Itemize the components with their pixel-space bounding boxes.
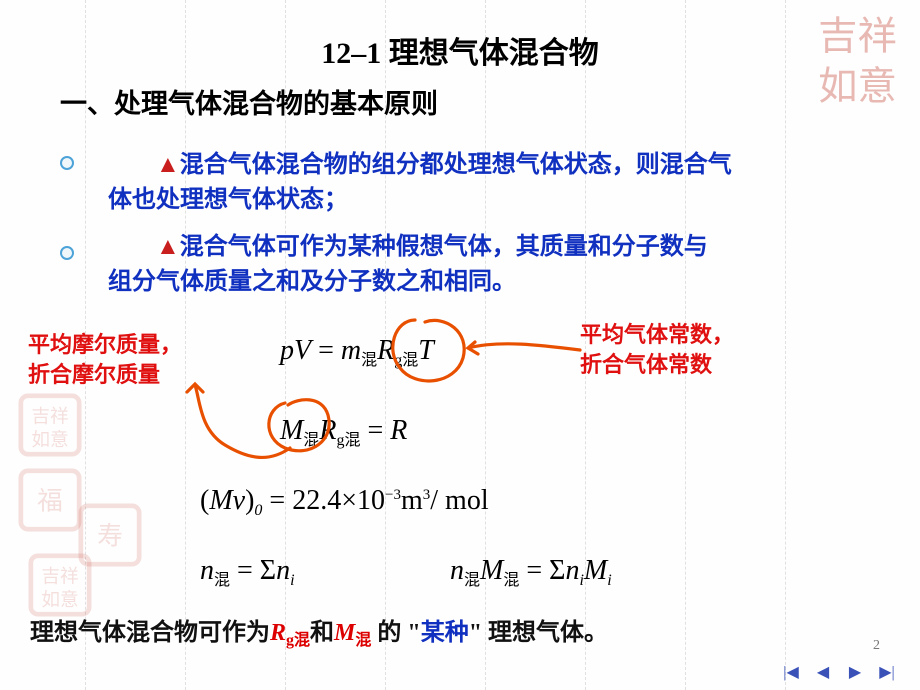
slide-title: 12–1 理想气体混合物 xyxy=(0,28,920,72)
seal-watermark: 吉祥如意 xyxy=(25,550,95,620)
bullet-2-text-a: 混合气体可作为某种假想气体，其质量和分子数与 xyxy=(180,234,708,260)
svg-text:吉祥: 吉祥 xyxy=(31,407,68,428)
triangle-icon: ▲ xyxy=(156,234,180,260)
annotation-right: 平均气体常数， 折合气体常数 xyxy=(580,320,734,379)
anno-right-2: 折合气体常数 xyxy=(580,352,712,377)
bullet-1-text-b: 体也处理想气体状态； xyxy=(108,187,348,213)
anno-right-1: 平均气体常数， xyxy=(580,322,734,347)
equation-1: pV = m混Rg混T xyxy=(280,335,434,370)
equation-4b: n混M混 = ΣniMi xyxy=(450,555,612,590)
bullet-marker-icon xyxy=(60,156,74,170)
seal-watermark: 吉祥如意 xyxy=(15,390,85,460)
section-heading: 一、处理气体混合物的基本原则 xyxy=(60,82,438,121)
bullet-1-text-a: 混合气体混合物的组分都处理想气体状态，则混合气 xyxy=(180,152,732,178)
svg-text:吉祥: 吉祥 xyxy=(41,567,78,588)
annotation-left: 平均摩尔质量， 折合摩尔质量 xyxy=(28,330,182,389)
nav-buttons: |◀ ◀ ▶ ▶| xyxy=(778,662,900,682)
svg-text:如意: 如意 xyxy=(41,590,78,611)
bullet-1: ▲混合气体混合物的组分都处理想气体状态，则混合气 体也处理想气体状态； xyxy=(60,148,860,218)
bullet-2-text-b: 组分气体质量之和及分子数之和相同。 xyxy=(108,269,516,295)
svg-text:寿: 寿 xyxy=(97,521,123,550)
nav-last-button[interactable]: ▶| xyxy=(874,662,900,682)
equation-2: M混Rg混 = R xyxy=(280,415,407,450)
triangle-icon: ▲ xyxy=(156,152,180,178)
bullet-marker-icon xyxy=(60,246,74,260)
svg-text:如意: 如意 xyxy=(31,430,68,451)
equation-4a: n混 = Σni xyxy=(200,555,295,590)
conclusion-line: 理想气体混合物可作为Rg混和M混 的 "某种" 理想气体。 xyxy=(30,612,840,650)
page-number: 2 xyxy=(873,638,880,654)
equation-3: (Mv)0 = 22.4×10−3m3/ mol xyxy=(200,485,489,520)
seal-watermark: 福 xyxy=(15,465,85,535)
anno-left-2: 折合摩尔质量 xyxy=(28,362,160,387)
nav-first-button[interactable]: |◀ xyxy=(778,662,804,682)
seal-watermark: 寿 xyxy=(75,500,145,570)
svg-text:福: 福 xyxy=(37,486,63,515)
bullet-2: ▲混合气体可作为某种假想气体，其质量和分子数与 组分气体质量之和及分子数之和相同… xyxy=(60,230,860,300)
anno-left-1: 平均摩尔质量， xyxy=(28,332,182,357)
nav-prev-button[interactable]: ◀ xyxy=(810,662,836,682)
nav-next-button[interactable]: ▶ xyxy=(842,662,868,682)
